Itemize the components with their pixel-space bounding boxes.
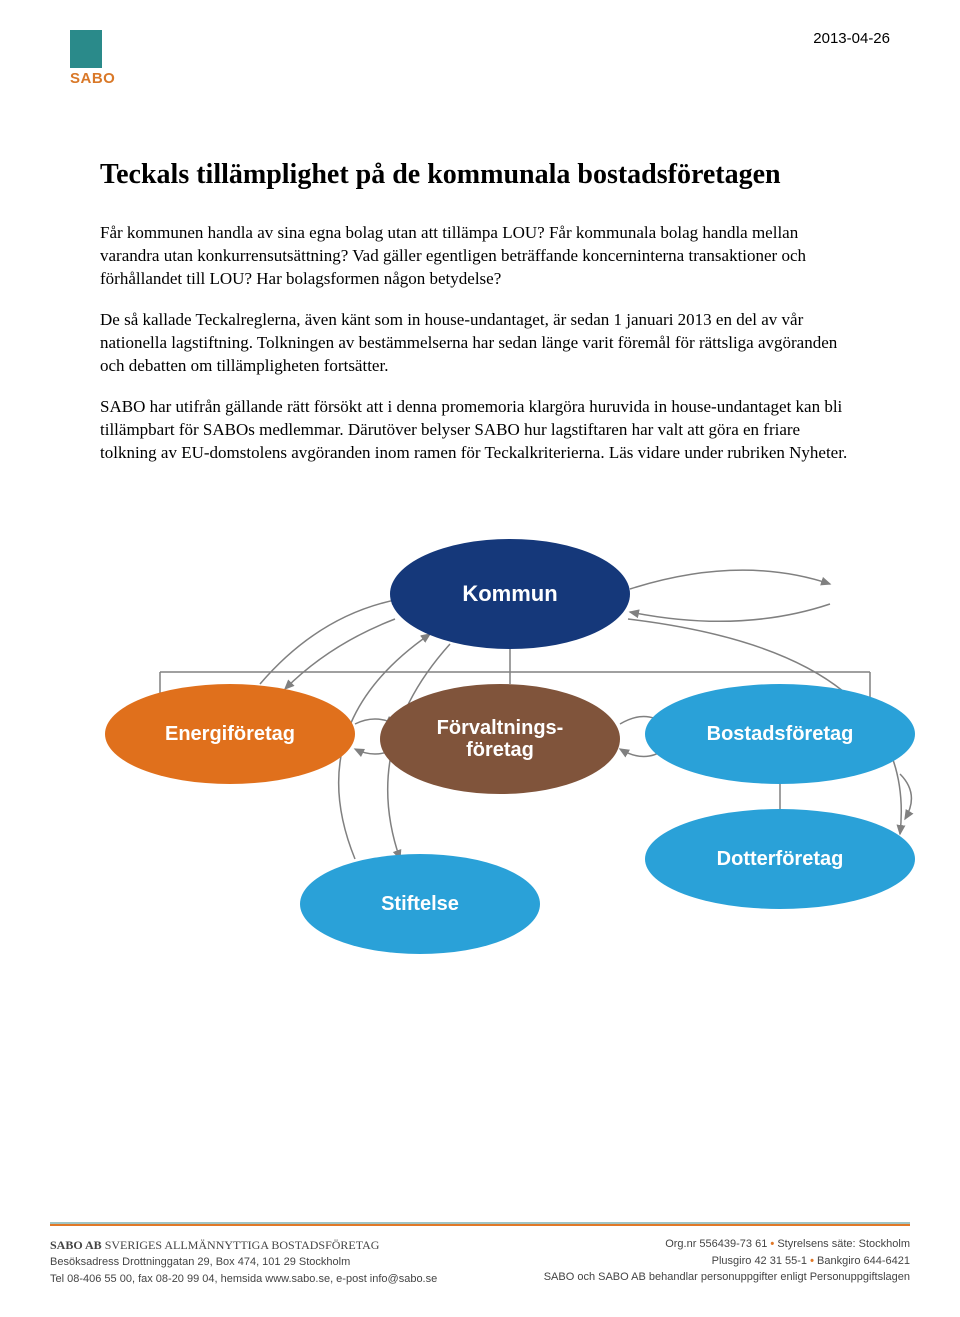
diagram-node-dotter: Dotterföretag [645,809,915,909]
footer-left: SABO AB SVERIGES ALLMÄNNYTTIGA BOSTADSFÖ… [50,1236,437,1287]
diagram-node-energi: Energiföretag [105,684,355,784]
diagram-node-forvaltning: Förvaltnings- företag [380,684,620,794]
paragraph: Får kommunen handla av sina egna bolag u… [100,222,860,291]
footer-address: Besöksadress Drottninggatan 29, Box 474,… [50,1254,437,1271]
logo-square-icon [70,30,102,68]
footer-giro: Plusgiro 42 31 55-1 • Bankgiro 644-6421 [544,1253,910,1270]
diagram-node-stiftelse: Stiftelse [300,854,540,954]
content: Teckals tillämplighet på de kommunala bo… [70,157,890,984]
footer: SABO AB SVERIGES ALLMÄNNYTTIGA BOSTADSFÖ… [50,1222,910,1287]
footer-org-name: SABO AB SVERIGES ALLMÄNNYTTIGA BOSTADSFÖ… [50,1236,437,1254]
diagram-node-bostad: Bostadsföretag [645,684,915,784]
page: SABO 2013-04-26 Teckals tillämplighet på… [0,0,960,984]
footer-right: Org.nr 556439-73 61 • Styrelsens säte: S… [544,1236,910,1287]
paragraph: De så kallade Teckalreglerna, även känt … [100,309,860,378]
document-title: Teckals tillämplighet på de kommunala bo… [100,157,860,192]
footer-orgnr: Org.nr 556439-73 61 • Styrelsens säte: S… [544,1236,910,1253]
organization-diagram: Kommun EnergiföretagFörvaltnings- företag… [100,524,920,984]
footer-content: SABO AB SVERIGES ALLMÄNNYTTIGA BOSTADSFÖ… [50,1236,910,1287]
logo: SABO [70,30,115,87]
diagram-node-kommun: Kommun [390,539,630,649]
footer-contact: Tel 08-406 55 00, fax 08-20 99 04, hemsi… [50,1271,437,1288]
document-date: 2013-04-26 [813,30,890,47]
paragraph: SABO har utifrån gällande rätt försökt a… [100,396,860,465]
header: SABO 2013-04-26 [70,30,890,87]
logo-text: SABO [70,70,115,87]
footer-legal: SABO och SABO AB behandlar personuppgift… [544,1269,910,1286]
footer-rule [50,1222,910,1226]
